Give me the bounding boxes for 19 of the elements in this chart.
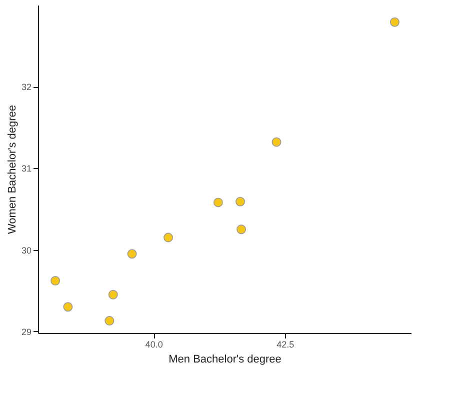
- point: [104, 316, 114, 326]
- x-tick-label: 42.5: [276, 340, 294, 350]
- x-axis-title: Men Bachelor's degree: [168, 354, 282, 366]
- point: [236, 224, 246, 234]
- y-tick-label: 32: [21, 82, 32, 92]
- point: [272, 137, 282, 147]
- y-tick-label: 29: [21, 326, 32, 337]
- point: [236, 196, 245, 206]
- y-axis-title: Women Bachelor's degree: [6, 104, 18, 234]
- point: [127, 249, 137, 259]
- point: [390, 17, 400, 27]
- point: [50, 276, 60, 286]
- point: [108, 290, 118, 300]
- point: [164, 232, 174, 242]
- x-tick-label: 40.0: [145, 340, 163, 350]
- point: [63, 302, 73, 312]
- y-tick-label: 31: [21, 164, 32, 174]
- point: [213, 198, 223, 208]
- y-tick-label: 30: [21, 245, 32, 256]
